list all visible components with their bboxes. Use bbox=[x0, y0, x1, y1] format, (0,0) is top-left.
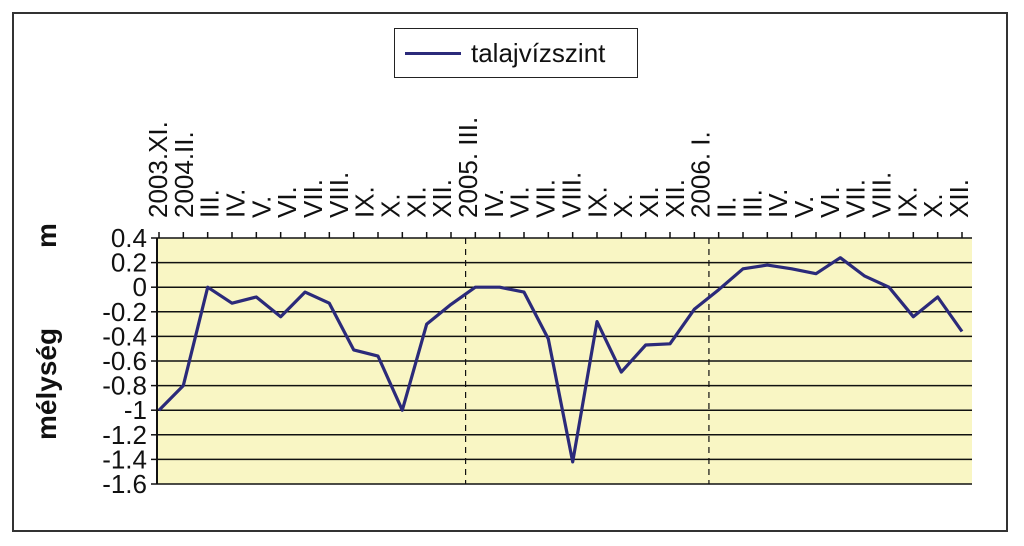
x-tick-label: VIII. bbox=[324, 172, 354, 218]
x-tick-label: VII. bbox=[298, 179, 328, 218]
x-tick-label: 2005. III. bbox=[453, 117, 483, 218]
x-tick-label: IV. bbox=[763, 189, 793, 218]
y-tick-label: -1.4 bbox=[102, 444, 147, 474]
x-tick-label: X. bbox=[376, 193, 406, 218]
x-tick-label: X. bbox=[608, 193, 638, 218]
x-tick-label: XII. bbox=[427, 179, 457, 218]
x-tick-label: IX. bbox=[582, 186, 612, 218]
x-tick-label: III. bbox=[737, 189, 767, 218]
legend-line-swatch bbox=[405, 51, 461, 55]
x-tick-label: XI. bbox=[401, 186, 431, 218]
x-tick-label: VI. bbox=[815, 186, 845, 218]
y-tick-label: -0.8 bbox=[102, 371, 147, 401]
x-tick-label: VIII. bbox=[866, 172, 896, 218]
y-tick-label: 0 bbox=[133, 272, 147, 302]
x-tick-label: V. bbox=[246, 196, 276, 218]
x-tick-label: VII. bbox=[531, 179, 561, 218]
x-tick-label: VIII. bbox=[556, 172, 586, 218]
legend: talajvízszint bbox=[394, 28, 638, 78]
y-tick-label: -1 bbox=[124, 395, 147, 425]
x-tick-label: IX. bbox=[892, 186, 922, 218]
x-tick-label: V. bbox=[789, 196, 819, 218]
y-axis-unit: m bbox=[31, 223, 62, 248]
y-tick-label: 0.4 bbox=[111, 223, 147, 253]
y-tick-label: 0.2 bbox=[111, 248, 147, 278]
x-tick-label: III. bbox=[195, 189, 225, 218]
x-tick-label: X. bbox=[918, 193, 948, 218]
y-tick-label: -0.2 bbox=[102, 297, 147, 327]
x-tick-label: 2003.XI. bbox=[143, 121, 173, 218]
y-tick-label: -0.4 bbox=[102, 321, 147, 351]
y-tick-label: -1.2 bbox=[102, 420, 147, 450]
series-line-talajvizszint bbox=[157, 256, 964, 464]
legend-label: talajvízszint bbox=[471, 37, 606, 68]
x-tick-label: VI. bbox=[505, 186, 535, 218]
x-tick-label: II. bbox=[711, 196, 741, 218]
y-axis-title: mélység bbox=[31, 328, 62, 440]
x-tick-label: XII. bbox=[660, 179, 690, 218]
x-tick-label: IV. bbox=[221, 189, 251, 218]
x-tick-label: XII. bbox=[944, 179, 974, 218]
y-tick-label: -0.6 bbox=[102, 346, 147, 376]
x-tick-label: IV. bbox=[479, 189, 509, 218]
x-tick-label: 2004.II. bbox=[169, 131, 199, 218]
x-tick-label: 2006. I. bbox=[686, 131, 716, 218]
x-tick-label: VI. bbox=[272, 186, 302, 218]
x-tick-label: VII. bbox=[841, 179, 871, 218]
x-tick-label: IX. bbox=[350, 186, 380, 218]
y-tick-label: -1.6 bbox=[102, 469, 147, 499]
x-tick-label: XI. bbox=[634, 186, 664, 218]
